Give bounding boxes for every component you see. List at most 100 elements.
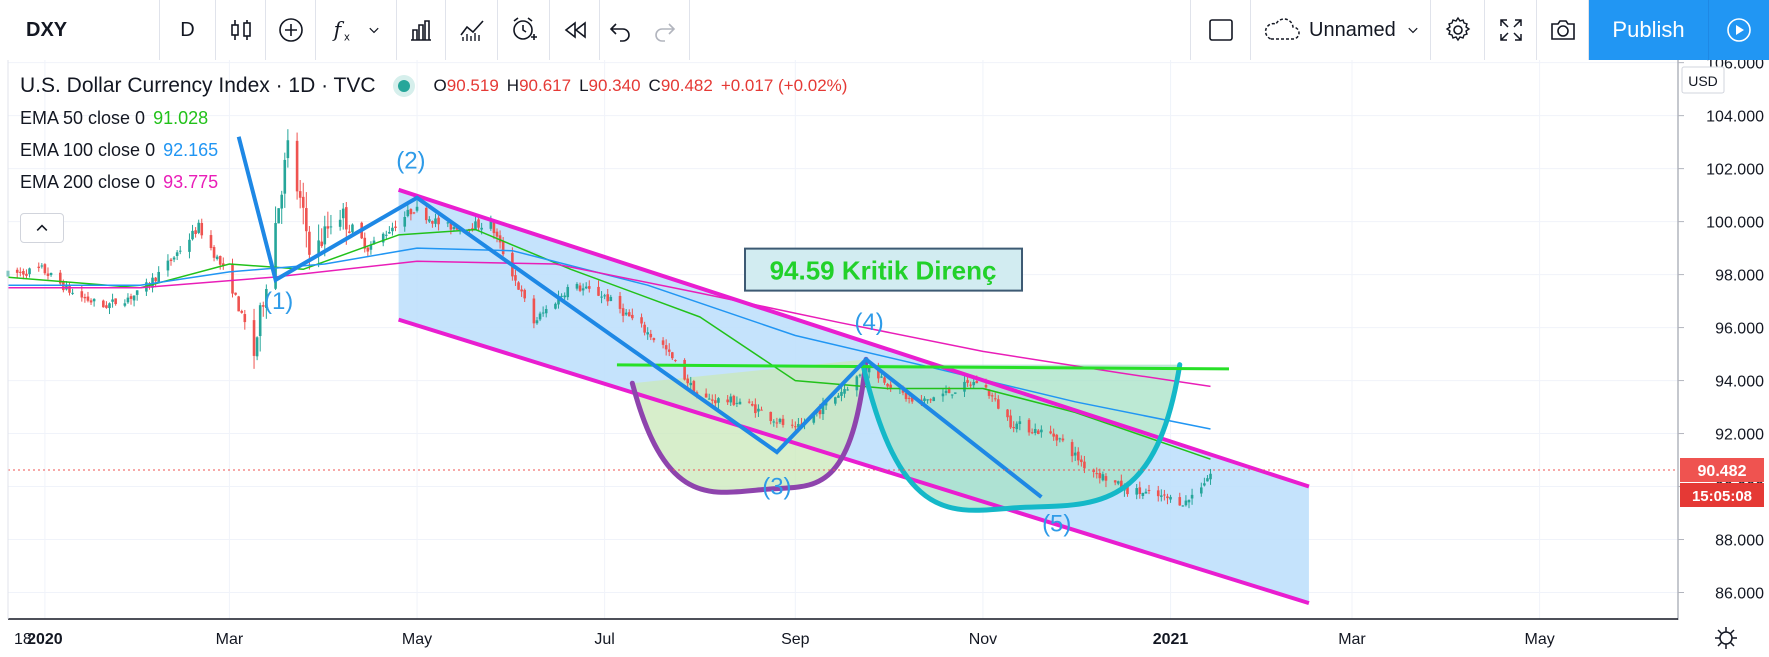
legend-collapse-button[interactable]: [20, 213, 64, 243]
rewind-icon: [564, 21, 586, 39]
candle-body: [437, 217, 440, 225]
ema200-value: 93.775: [163, 171, 219, 192]
market-status-dot[interactable]: [397, 80, 410, 92]
settings-button[interactable]: [1431, 0, 1485, 60]
candle-body: [575, 283, 579, 289]
chart-legend: U.S. Dollar Currency Index · 1D · TVC O9…: [20, 70, 855, 198]
candle-body: [750, 403, 754, 406]
candle-body: [618, 295, 622, 309]
toolbar-spacer: [690, 0, 1191, 60]
candle-body: [1184, 500, 1188, 506]
x-tick-label: Mar: [216, 631, 244, 648]
candle-body: [953, 392, 957, 394]
wave-label: (5): [1042, 511, 1071, 538]
y-tick-label: 88.000: [1715, 533, 1764, 550]
candle-body: [495, 231, 499, 237]
candle-body: [735, 402, 739, 404]
template-lines-icon: [459, 20, 484, 41]
candle-body: [975, 381, 979, 384]
layout-selector[interactable]: Unnamed: [1251, 0, 1431, 60]
y-tick-label: 98.000: [1715, 268, 1764, 285]
templates-button[interactable]: [446, 0, 498, 60]
candle-body: [1178, 497, 1182, 506]
redo-button[interactable]: [640, 0, 690, 60]
candle-body: [554, 303, 557, 309]
x-tick-label: 2021: [1153, 631, 1189, 648]
candle-body: [544, 308, 548, 314]
candle-body: [194, 230, 197, 234]
candle-body: [990, 395, 994, 397]
price-axis[interactable]: 106.000104.000102.000100.00098.00096.000…: [1677, 60, 1769, 620]
candle-body: [323, 226, 327, 245]
ema100-legend[interactable]: EMA 100 close 0 92.165: [20, 134, 855, 166]
chart-settings-button[interactable]: [1715, 627, 1737, 649]
financials-button[interactable]: [396, 0, 446, 60]
candle-body: [126, 297, 130, 303]
candle-body: [520, 289, 523, 292]
candle-body: [732, 395, 736, 405]
candle-body: [46, 273, 50, 276]
play-button[interactable]: [1709, 0, 1769, 60]
candle-body: [191, 230, 194, 240]
candle-body: [993, 398, 997, 400]
chart-type-button[interactable]: [216, 0, 266, 60]
candle-body: [883, 377, 886, 383]
candle-body: [517, 282, 520, 290]
candle-body: [661, 340, 665, 345]
fullscreen-toggle-button[interactable]: [1191, 0, 1251, 60]
legend-title: U.S. Dollar Currency Index · 1D · TVC: [20, 74, 376, 97]
candle-body: [345, 207, 348, 230]
compare-button[interactable]: [266, 0, 316, 60]
drawings-front: (1) (2) (3) (4) (5) 94.59 Kritik Direnç: [236, 136, 1310, 606]
y-tick-label: 92.000: [1715, 427, 1764, 444]
candle-body: [889, 384, 892, 388]
expand-icon: [1499, 19, 1522, 41]
fullscreen-button[interactable]: [1485, 0, 1537, 60]
wave-label: (1): [264, 288, 293, 315]
candle-body: [643, 324, 646, 333]
interval-selector[interactable]: D: [160, 0, 216, 60]
x-tick-label: Jul: [594, 631, 614, 648]
channel-upper-line: [397, 187, 1310, 489]
ema200-legend[interactable]: EMA 200 close 0 93.775: [20, 166, 855, 198]
chevron-down-icon: [369, 27, 379, 34]
candle-body: [692, 381, 696, 395]
ema50-legend[interactable]: EMA 50 close 0 91.028: [20, 102, 855, 134]
price-chart[interactable]: (1)(2)(3)(4)(5)94.59 Kritik Direnç 106.0…: [0, 60, 1769, 657]
candle-body: [621, 308, 625, 316]
candle-body: [1095, 473, 1099, 475]
candle-body: [717, 398, 720, 403]
svg-text:x: x: [344, 31, 350, 43]
replay-button[interactable]: [550, 0, 600, 60]
x-tick-label: May: [402, 631, 432, 648]
candle-body: [240, 310, 244, 313]
candle-body: [649, 333, 653, 338]
candle-body: [280, 194, 284, 209]
candle-body: [624, 312, 628, 315]
candle-body: [514, 275, 517, 281]
undo-button[interactable]: [600, 0, 640, 60]
candle-body: [188, 239, 191, 252]
candle-body: [477, 219, 480, 228]
candle-body: [108, 303, 111, 309]
symbol-search[interactable]: DXY: [0, 0, 160, 60]
candle-body: [855, 376, 859, 391]
candle-body: [286, 140, 290, 159]
currency-badge[interactable]: [1681, 66, 1725, 94]
cup-curve-2: [860, 362, 1183, 513]
candle-body: [1076, 451, 1080, 461]
publish-button[interactable]: Publish: [1589, 0, 1709, 60]
candle-body: [886, 383, 889, 387]
candle-body: [1190, 494, 1194, 499]
candle-body: [366, 247, 370, 252]
snapshot-button[interactable]: [1537, 0, 1589, 60]
candle-body: [683, 359, 686, 380]
candle-body: [1147, 489, 1151, 491]
candle-body: [305, 208, 308, 232]
change-value: +0.017 (+0.02%): [720, 76, 848, 95]
alert-button[interactable]: [498, 0, 550, 60]
candle-body: [997, 399, 1000, 409]
candle-body: [760, 409, 763, 411]
